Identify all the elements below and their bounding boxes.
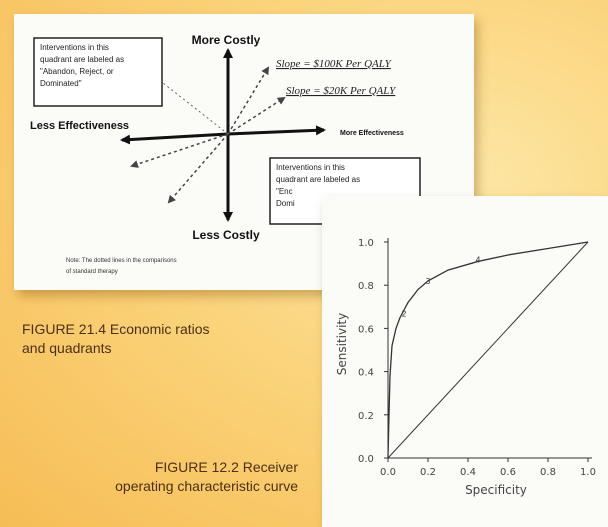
figure-12-2-caption-line-1: FIGURE 12.2 Receiver — [154, 459, 298, 475]
figure-21-4-caption-line-1: FIGURE 21.4 Economic ratios — [22, 321, 210, 337]
y-tick-label: 1.0 — [358, 238, 374, 249]
horizontal-effect-axis-right — [227, 125, 326, 136]
dominated-quadrant-line-2: quadrant are labeled as — [40, 55, 124, 64]
slope-20k-label: Slope = $20K Per QALY — [286, 85, 397, 97]
encouraged-quadrant-line-3: "Enc — [276, 187, 293, 196]
roc-point-label: 2 — [401, 309, 406, 318]
x-tick-label: 0.6 — [500, 467, 516, 478]
x-tick-label: 0.2 — [420, 467, 436, 478]
x-tick-label: 0.8 — [540, 467, 556, 478]
slope-line-20k — [227, 96, 286, 135]
dominated-quadrant-line-1: Interventions in this — [40, 43, 109, 52]
dominated-ray — [153, 75, 229, 135]
dominated-quadrant-line-3: "Abandon, Reject, or — [40, 67, 114, 76]
roc-curve-line — [387, 241, 589, 459]
right-axis-label: More Effectiveness — [340, 130, 404, 137]
slope-line-20k-lower — [130, 133, 229, 168]
roc-point-label: 3 — [425, 277, 430, 286]
figure-21-4-caption-line-2: and quadrants — [22, 340, 112, 356]
x-tick-label: 0.0 — [380, 467, 396, 478]
roc-chart: 0.0 0.2 0.4 0.6 0.8 1.0 0.0 0.2 0.4 0.6 0.8 1.0 Spec… — [335, 238, 596, 497]
dominated-quadrant-text: Interventions in this quadrant are label… — [40, 43, 126, 88]
encouraged-quadrant-text: Interventions in this quadrant are label… — [276, 163, 362, 208]
dominated-quadrant-box — [33, 37, 163, 107]
bottom-axis-label: Less Costly — [192, 228, 260, 242]
horizontal-effect-axis-left — [120, 132, 229, 145]
figure-note: Note: The dotted lines in the comparison… — [66, 258, 178, 275]
figure-21-4-caption: FIGURE 21.4 Economic ratios and quadrant… — [22, 320, 242, 358]
roc-figure-card: 0.0 0.2 0.4 0.6 0.8 1.0 0.0 0.2 0.4 0.6 0.8 1.0 Spec… — [322, 196, 608, 527]
y-axis-title: Sensitivity — [335, 313, 349, 375]
x-tick-label: 0.4 — [460, 467, 476, 478]
dominated-quadrant-line-4: Dominated" — [40, 79, 82, 88]
chance-diagonal-line — [387, 241, 589, 459]
figure-note-line-1: Note: The dotted lines in the comparison… — [66, 258, 177, 264]
left-axis-label: Less Effectiveness — [30, 120, 129, 132]
encouraged-quadrant-line-4: Domi — [276, 199, 295, 208]
y-tick-label: 0.8 — [358, 281, 374, 292]
roc-point-label: 4 — [475, 255, 480, 264]
top-axis-label: More Costly — [192, 33, 261, 47]
y-tick-label: 0.0 — [358, 454, 374, 465]
encouraged-quadrant-line-1: Interventions in this — [276, 163, 345, 172]
x-axis-title: Specificity — [465, 483, 527, 497]
figure-note-line-2: of standard therapy — [66, 269, 118, 275]
y-tick-label: 0.4 — [358, 368, 374, 379]
encouraged-quadrant-line-2: quadrant are labeled as — [276, 175, 360, 184]
y-tick-label: 0.2 — [358, 411, 374, 422]
slope-100k-label: Slope = $100K Per QALY — [276, 58, 393, 70]
economic-ratios-figure-card: More Costly Less Costly Less Effectivene… — [14, 14, 474, 290]
x-tick-label: 1.0 — [580, 467, 596, 478]
y-tick-label: 0.6 — [358, 324, 374, 335]
slope-line-100k — [227, 66, 270, 135]
figure-12-2-caption: FIGURE 12.2 Receiver operating character… — [40, 458, 298, 496]
figure-12-2-caption-line-2: operating characteristic curve — [115, 478, 298, 494]
